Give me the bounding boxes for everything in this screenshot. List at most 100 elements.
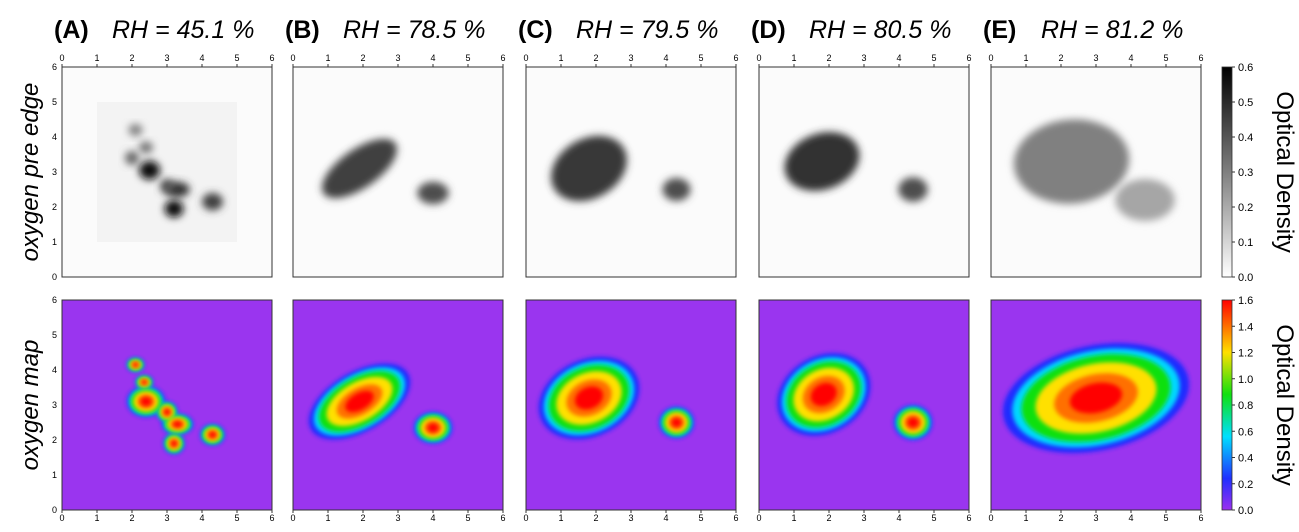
blob (139, 142, 153, 154)
y-tick-label: 3 (52, 167, 57, 177)
x-tick-label: 5 (698, 513, 703, 523)
y-tick-label: 6 (52, 295, 57, 305)
y-tick-label: 2 (52, 435, 57, 445)
scan-area (97, 102, 237, 242)
blob (663, 178, 691, 201)
x-tick-label: 4 (896, 53, 901, 63)
colorbar-tick-label: 0.0 (1238, 505, 1253, 517)
x-tick-label: 3 (1093, 513, 1098, 523)
x-tick-label: 4 (430, 53, 435, 63)
map-blob (141, 397, 152, 406)
blob (165, 200, 184, 218)
y-tick-label: 2 (52, 202, 57, 212)
panel-title: RH = 81.2 % (1041, 16, 1183, 44)
map-blob (142, 380, 147, 384)
colorbar-tick-label: 1.0 (1238, 374, 1253, 386)
blob (898, 177, 927, 202)
x-tick-label: 3 (628, 53, 633, 63)
blob (202, 193, 223, 211)
x-tick-label: 4 (199, 53, 204, 63)
x-tick-label: 4 (199, 513, 204, 523)
x-tick-label: 4 (1128, 513, 1133, 523)
x-tick-label: 0 (290, 53, 295, 63)
x-tick-label: 6 (269, 53, 274, 63)
x-tick-label: 5 (1163, 513, 1168, 523)
x-tick-label: 2 (129, 513, 134, 523)
x-tick-label: 0 (988, 53, 993, 63)
x-tick-label: 5 (234, 53, 239, 63)
x-tick-label: 5 (234, 513, 239, 523)
panel-title: RH = 45.1 % (112, 16, 254, 44)
x-tick-label: 1 (791, 513, 796, 523)
colorbar-tick-label: 0.4 (1238, 453, 1253, 465)
x-tick-label: 3 (395, 53, 400, 63)
x-tick-label: 1 (558, 513, 563, 523)
x-tick-label: 2 (360, 53, 365, 63)
x-tick-label: 1 (325, 513, 330, 523)
y-tick-label: 0 (52, 505, 57, 515)
x-tick-label: 4 (663, 53, 668, 63)
x-tick-label: 6 (500, 513, 505, 523)
colorbar-tick-label: 0.0 (1238, 272, 1253, 284)
blob (417, 182, 449, 204)
x-tick-label: 0 (523, 53, 528, 63)
colorbar-tick-label: 1.2 (1238, 348, 1253, 360)
x-tick-label: 5 (931, 53, 936, 63)
panel-label: (D) (751, 16, 786, 44)
panel-title: RH = 79.5 % (576, 16, 718, 44)
colorbar-tick-label: 1.4 (1238, 321, 1253, 333)
x-tick-label: 6 (966, 53, 971, 63)
blob (125, 151, 139, 165)
figure: (A)RH = 45.1 %00112233445566001122334455… (0, 0, 1299, 527)
x-tick-label: 2 (360, 513, 365, 523)
y-tick-label: 0 (52, 272, 57, 282)
x-tick-label: 5 (1163, 53, 1168, 63)
x-tick-label: 0 (756, 513, 761, 523)
colorbar-tick-label: 0.4 (1238, 132, 1253, 144)
x-tick-label: 2 (826, 53, 831, 63)
x-tick-label: 4 (430, 513, 435, 523)
x-tick-label: 3 (164, 53, 169, 63)
x-tick-label: 5 (931, 513, 936, 523)
map-blob (672, 418, 682, 427)
colorbar-tick-label: 0.3 (1238, 167, 1253, 179)
x-tick-label: 6 (500, 53, 505, 63)
colorbar-tick-label: 0.2 (1238, 479, 1253, 491)
panel-title: RH = 80.5 % (809, 16, 951, 44)
colorbar-label: Optical Density (1271, 324, 1298, 485)
x-tick-label: 0 (59, 513, 64, 523)
x-tick-label: 0 (756, 53, 761, 63)
blob (1115, 179, 1175, 221)
x-tick-label: 2 (593, 513, 598, 523)
x-tick-label: 2 (129, 53, 134, 63)
blobs (97, 102, 237, 242)
blob (160, 179, 174, 193)
colorbar-tick-label: 0.1 (1238, 237, 1253, 249)
panel-label: (A) (54, 16, 89, 44)
x-tick-label: 5 (465, 53, 470, 63)
map-blob (908, 418, 919, 428)
x-tick-label: 6 (269, 513, 274, 523)
x-tick-label: 1 (94, 513, 99, 523)
x-tick-label: 3 (861, 513, 866, 523)
x-tick-label: 6 (733, 513, 738, 523)
x-tick-label: 3 (395, 513, 400, 523)
y-tick-label: 3 (52, 400, 57, 410)
x-tick-label: 0 (59, 53, 64, 63)
panel-label: (C) (518, 16, 553, 44)
x-tick-label: 0 (523, 513, 528, 523)
x-tick-label: 6 (733, 53, 738, 63)
colorbar (1222, 300, 1232, 510)
x-tick-label: 5 (698, 53, 703, 63)
x-tick-label: 6 (1198, 513, 1203, 523)
panel-title: RH = 78.5 % (343, 16, 485, 44)
blob (129, 124, 143, 136)
x-tick-label: 3 (861, 53, 866, 63)
x-tick-label: 3 (164, 513, 169, 523)
x-tick-label: 4 (663, 513, 668, 523)
y-tick-label: 5 (52, 330, 57, 340)
colorbar-tick-label: 0.8 (1238, 400, 1253, 412)
x-tick-label: 6 (1198, 53, 1203, 63)
image-background (293, 67, 503, 277)
map-blob (173, 421, 182, 427)
